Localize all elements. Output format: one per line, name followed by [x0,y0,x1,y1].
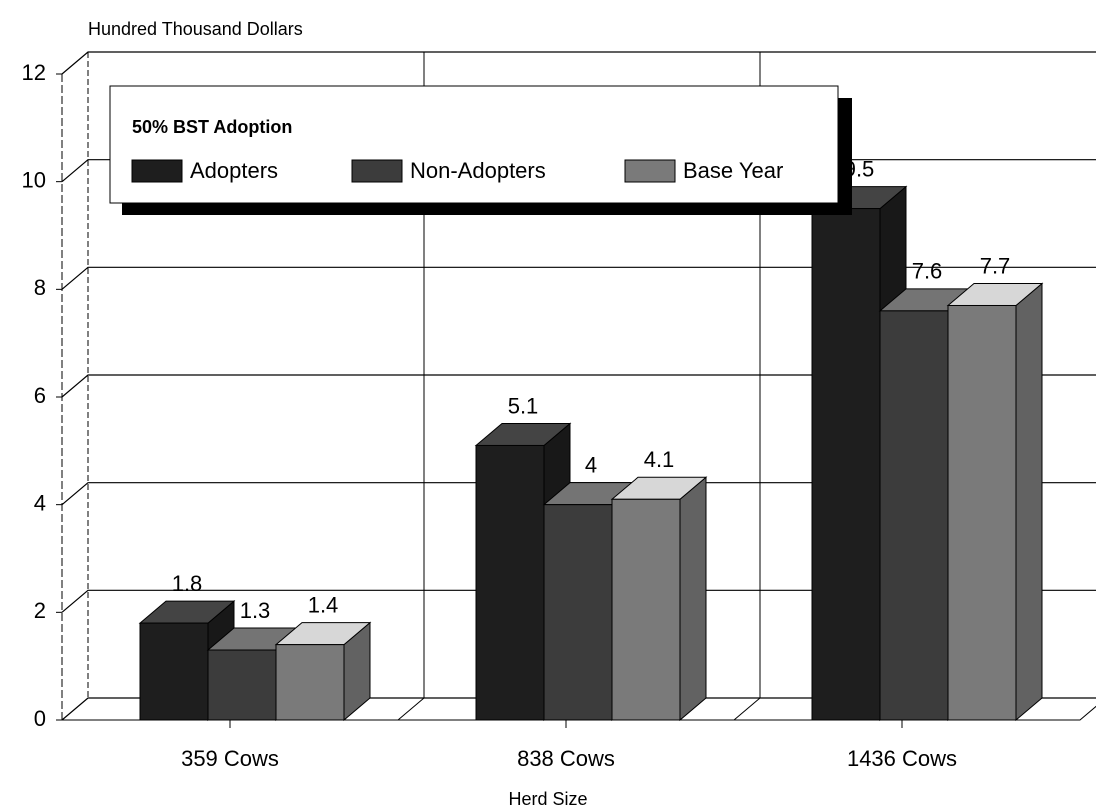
value-label: 1.8 [172,571,203,596]
value-label: 1.3 [240,598,271,623]
y-tick-label: 4 [34,490,46,515]
floor [62,705,1096,721]
legend-swatch [351,159,403,183]
x-tick-label: 1436 Cows [847,746,957,771]
value-label: 5.1 [508,393,539,418]
bar-front [611,498,681,721]
legend-swatch [131,159,183,183]
value-label: 4.1 [644,447,675,472]
value-label: 1.4 [308,592,339,617]
y-tick-label: 2 [34,598,46,623]
grid-line [61,266,1096,290]
bar-front [879,310,949,721]
bar [274,621,372,722]
bar [610,476,708,722]
y-tick-label: 12 [22,60,46,85]
bar-front [207,649,277,721]
value-label: 4 [585,452,597,477]
value-label: 7.7 [980,253,1011,278]
bar-front [543,504,613,721]
bar-front [811,208,881,721]
y-tick-label: 8 [34,275,46,300]
bar-side [1015,282,1043,722]
floor-divider [397,697,425,721]
bar-front [139,622,209,721]
y-tick-label: 6 [34,383,46,408]
bar [946,282,1044,722]
value-label: 7.6 [912,259,943,284]
legend-label: Adopters [190,158,278,183]
legend-label: Base Year [683,158,783,183]
bar-front [947,304,1017,721]
x-tick-label: 359 Cows [181,746,279,771]
grid-line [61,697,1096,721]
bar-front [275,644,345,721]
bar-front [475,444,545,721]
legend-swatch [624,159,676,183]
grid-line [61,482,1096,506]
x-tick-label: 838 Cows [517,746,615,771]
y-axis-label: Hundred Thousand Dollars [88,19,303,39]
legend-title: 50% BST Adoption [132,117,292,137]
legend-label: Non-Adopters [410,158,546,183]
y-tick-label: 10 [22,167,46,192]
x-axis-label: Herd Size [508,789,587,809]
floor-divider [733,697,761,721]
grid-line [61,51,1096,75]
y-tick-label: 0 [34,706,46,731]
legend [109,85,839,204]
grid-line [61,374,1096,398]
bar-side [679,476,707,722]
grid-line [61,589,1096,613]
